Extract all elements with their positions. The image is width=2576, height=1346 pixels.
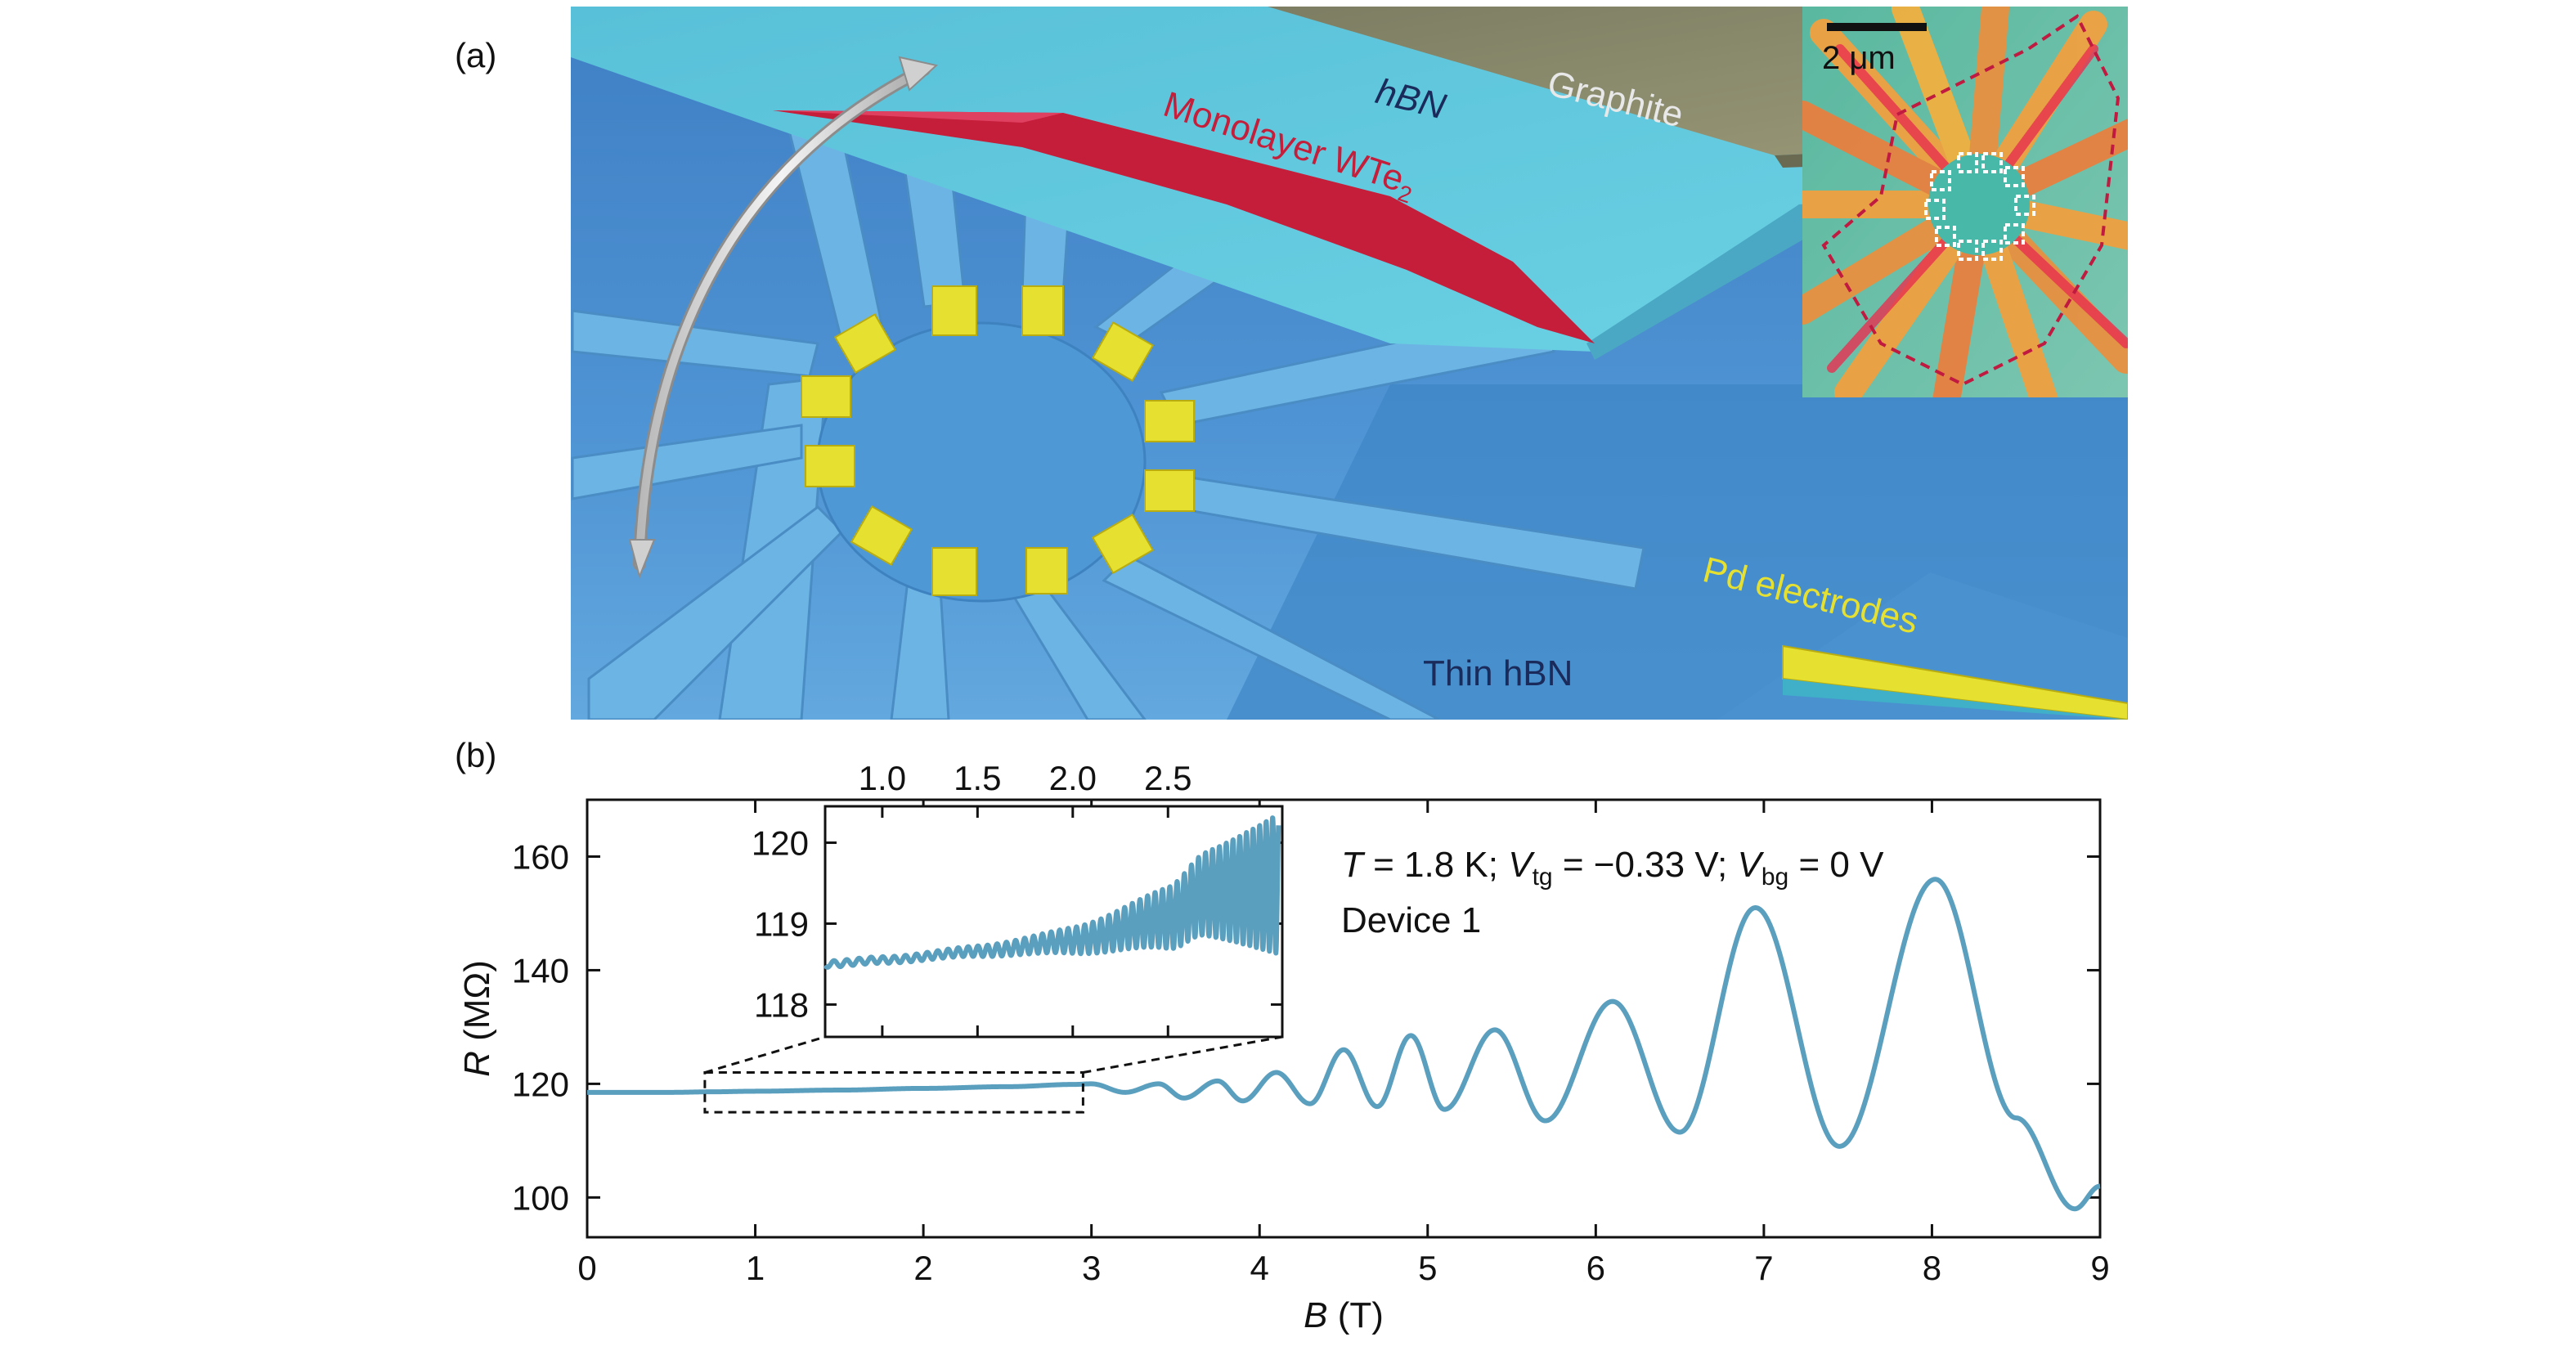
pd-contacts [801, 285, 1195, 596]
panel-a-label: (a) [455, 36, 497, 74]
panel-b-label: (b) [455, 736, 497, 774]
label-thin-hbn: Thin hBN [1423, 653, 1573, 693]
micrograph-inset: 2 μm [1802, 7, 2128, 397]
wte2-flake [773, 110, 1595, 343]
scale-bar-label: 2 μm [1822, 40, 1896, 76]
pd-electrode-bar [1782, 644, 2128, 720]
scale-bar [1827, 23, 1927, 31]
